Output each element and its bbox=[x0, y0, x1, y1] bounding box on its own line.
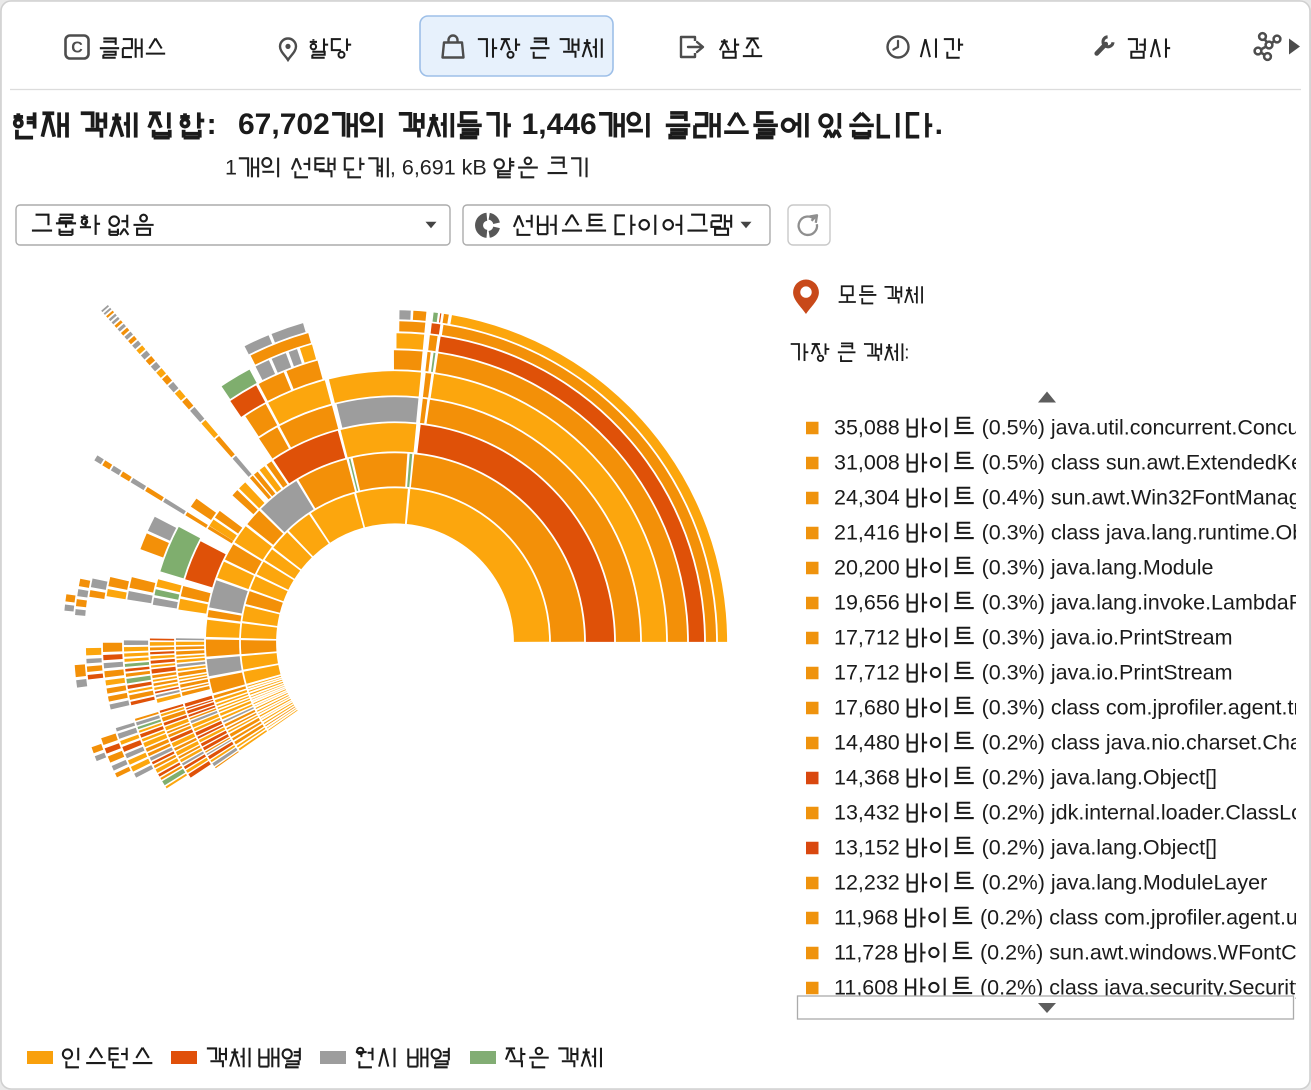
svg-text:(0.3%): (0.3%) bbox=[982, 521, 1045, 545]
svg-text:(0.2%): (0.2%) bbox=[982, 871, 1045, 895]
svg-text:14,368: 14,368 bbox=[834, 766, 900, 790]
svg-text:1: 1 bbox=[225, 156, 237, 180]
svg-text:(0.3%): (0.3%) bbox=[982, 661, 1045, 685]
svg-text:(0.3%): (0.3%) bbox=[982, 696, 1045, 720]
svg-text:jdk.internal.loader.ClassLoade: jdk.internal.loader.ClassLoaders$AppClas… bbox=[1050, 801, 1311, 825]
svg-text:java.lang.Object[]: java.lang.Object[] bbox=[1050, 766, 1217, 790]
svg-text:12,232: 12,232 bbox=[834, 871, 900, 895]
svg-text:.: . bbox=[935, 108, 943, 141]
svg-text:(0.5%): (0.5%) bbox=[982, 416, 1045, 440]
svg-text:17,680: 17,680 bbox=[834, 696, 900, 720]
svg-text::: : bbox=[207, 108, 217, 141]
svg-text:(0.2%): (0.2%) bbox=[982, 731, 1045, 755]
svg-text:sun.awt.windows.WFontConfigura: sun.awt.windows.WFontConfiguration bbox=[1049, 941, 1311, 965]
svg-text:(0.2%): (0.2%) bbox=[982, 801, 1045, 825]
svg-text:13,432: 13,432 bbox=[834, 801, 900, 825]
svg-text:11,728: 11,728 bbox=[834, 941, 898, 965]
svg-text:java.nio.charset.Charset: java.nio.charset.Charset bbox=[1105, 731, 1311, 755]
svg-text:java.lang.invoke.LambdaForm$Na: java.lang.invoke.LambdaForm$Name bbox=[1050, 591, 1311, 615]
svg-text:class: class bbox=[1051, 521, 1100, 545]
svg-text:(0.5%): (0.5%) bbox=[982, 451, 1045, 475]
svg-text:(0.3%): (0.3%) bbox=[982, 626, 1045, 650]
svg-text:java.lang.runtime.ObjectMethod: java.lang.runtime.ObjectMethods bbox=[1105, 521, 1311, 545]
svg-text:java.util.concurrent.Concurren: java.util.concurrent.ConcurrentHashMap$N… bbox=[1050, 416, 1311, 440]
svg-text:java.io.PrintStream: java.io.PrintStream bbox=[1050, 626, 1233, 650]
svg-text:(0.2%): (0.2%) bbox=[982, 766, 1045, 790]
svg-text:class: class bbox=[1049, 906, 1098, 930]
svg-text:31,008: 31,008 bbox=[834, 451, 900, 475]
svg-text:(0.4%): (0.4%) bbox=[982, 486, 1045, 510]
svg-text:17,712: 17,712 bbox=[834, 661, 900, 685]
svg-text:11,968: 11,968 bbox=[834, 906, 898, 930]
svg-text:(0.2%): (0.2%) bbox=[982, 836, 1045, 860]
svg-text:(0.2%): (0.2%) bbox=[980, 906, 1043, 930]
svg-text:kB: kB bbox=[462, 156, 487, 180]
svg-text:(0.3%): (0.3%) bbox=[982, 556, 1045, 580]
svg-text:class: class bbox=[1051, 451, 1100, 475]
svg-text:java.lang.Module: java.lang.Module bbox=[1050, 556, 1214, 580]
svg-text:35,088: 35,088 bbox=[834, 416, 900, 440]
svg-text:17,712: 17,712 bbox=[834, 626, 900, 650]
svg-text:com.jprofiler.agent.triggers.T: com.jprofiler.agent.triggers.TriggerLog bbox=[1106, 696, 1311, 720]
svg-text:67,702: 67,702 bbox=[238, 108, 330, 141]
svg-text:21,416: 21,416 bbox=[834, 521, 900, 545]
svg-text::: : bbox=[904, 342, 909, 363]
svg-text:com.jprofiler.agent.util.Objec: com.jprofiler.agent.util.ObjectIdentityS… bbox=[1104, 906, 1311, 930]
svg-text:14,480: 14,480 bbox=[834, 731, 900, 755]
svg-text:sun.awt.ExtendedKeyCodes: sun.awt.ExtendedKeyCodes bbox=[1106, 451, 1311, 475]
svg-text:class: class bbox=[1051, 731, 1100, 755]
svg-text:20,200: 20,200 bbox=[834, 556, 900, 580]
svg-text:sun.awt.Win32FontManager: sun.awt.Win32FontManager bbox=[1051, 486, 1311, 510]
svg-text:class: class bbox=[1051, 696, 1100, 720]
svg-text:24,304: 24,304 bbox=[834, 486, 900, 510]
svg-text:java.io.PrintStream: java.io.PrintStream bbox=[1050, 661, 1233, 685]
svg-text:(0.2%): (0.2%) bbox=[980, 941, 1043, 965]
svg-text:java.lang.ModuleLayer: java.lang.ModuleLayer bbox=[1050, 871, 1267, 895]
svg-text:(0.3%): (0.3%) bbox=[982, 591, 1045, 615]
svg-text:19,656: 19,656 bbox=[834, 591, 900, 615]
svg-text:13,152: 13,152 bbox=[834, 836, 900, 860]
svg-text:6,691: 6,691 bbox=[402, 156, 456, 180]
svg-text:C: C bbox=[71, 40, 83, 57]
svg-text:1,446: 1,446 bbox=[522, 108, 597, 141]
svg-text:java.lang.Object[]: java.lang.Object[] bbox=[1050, 836, 1217, 860]
svg-text:,: , bbox=[390, 156, 396, 180]
